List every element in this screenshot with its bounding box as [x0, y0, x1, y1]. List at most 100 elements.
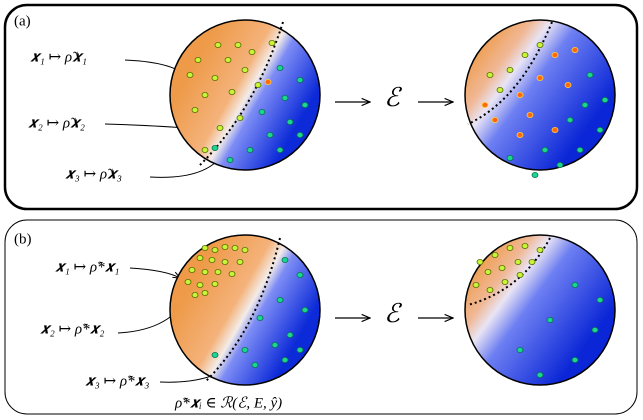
state-dot [202, 147, 208, 152]
state-dot [542, 147, 548, 152]
state-dot [302, 307, 308, 312]
state-dot [282, 357, 288, 362]
state-dot [487, 72, 493, 77]
state-dot [269, 40, 275, 45]
state-dot [515, 259, 521, 264]
state-dot [252, 362, 258, 367]
state-dot [277, 65, 283, 70]
state-dot [552, 127, 558, 132]
state-dot [209, 257, 215, 262]
state-dot [572, 47, 578, 52]
state-dot [507, 155, 513, 160]
state-dot [222, 259, 228, 264]
state-dot [189, 267, 195, 272]
state-dot [507, 67, 513, 72]
state-dot [497, 87, 503, 92]
state-dot [297, 347, 303, 352]
state-dot [602, 97, 608, 102]
state-dot [485, 269, 491, 274]
state-dot [242, 67, 248, 72]
state-dot [572, 357, 578, 362]
state-dot [507, 245, 513, 250]
state-dot [522, 243, 528, 248]
state-dot [567, 117, 573, 122]
state-dot [277, 297, 283, 302]
state-dot [277, 147, 283, 152]
state-dot [287, 119, 293, 124]
state-dot [492, 117, 498, 122]
state-dot [222, 244, 228, 249]
state-dot [517, 132, 523, 137]
state-dot [249, 49, 255, 54]
state-dot [212, 352, 218, 357]
state-dot [297, 272, 303, 277]
state-dot [577, 147, 583, 152]
state-dot [537, 42, 543, 47]
state-dot [242, 247, 248, 252]
state-dot [517, 92, 523, 97]
state-dot [529, 259, 535, 264]
state-dot [302, 102, 308, 107]
panel-label: (a) [14, 13, 31, 29]
state-dot [552, 52, 558, 57]
state-dot [487, 287, 493, 292]
state-dot [532, 172, 538, 177]
state-dot [473, 282, 479, 287]
state-dot [537, 75, 543, 80]
state-dot [565, 82, 571, 87]
mapping-label: 𝒙₂ ↦ ρ̃𝒙₂ [28, 115, 85, 131]
state-dot [225, 57, 231, 62]
state-dot [547, 317, 553, 322]
state-dot [597, 297, 603, 302]
panel-b: (b) 𝒙₁ ↦ ρ̃*𝒙₁ 𝒙₂ ↦ ρ̃*𝒙₂ 𝒙₃ ↦ ρ̃*𝒙₃ ρ̃*… [5, 220, 637, 414]
state-dot [257, 315, 263, 320]
state-dot [582, 102, 588, 107]
state-dot [192, 292, 198, 297]
state-dot [215, 269, 221, 274]
state-dot [265, 79, 271, 84]
state-dot [227, 157, 233, 162]
state-dot [477, 259, 483, 264]
mapping-label: 𝒙₁ ↦ ρ̃𝒙₁ [30, 49, 87, 65]
state-dot [282, 257, 288, 262]
state-dot [202, 290, 208, 295]
pointer [130, 268, 180, 278]
state-dot [587, 72, 593, 77]
state-dot [197, 282, 203, 287]
state-dot [192, 107, 198, 112]
state-dot [202, 245, 208, 250]
state-dot [557, 162, 563, 167]
state-dot [282, 95, 288, 100]
state-dot [272, 342, 278, 347]
state-dot [499, 265, 505, 270]
channel-label: ℰ [384, 299, 402, 328]
state-sphere [170, 20, 320, 170]
state-dot [267, 132, 273, 137]
state-dot [597, 127, 603, 132]
state-sphere [170, 235, 320, 385]
state-dot [237, 259, 243, 264]
state-dot [212, 75, 218, 80]
state-dot [517, 347, 523, 352]
state-dot [255, 82, 261, 87]
state-dot [537, 372, 543, 377]
state-dot [232, 245, 238, 250]
figure: (a) 𝒙₁ ↦ ρ̃𝒙₁ 𝒙₂ ↦ ρ̃𝒙₂ 𝒙₃ ↦ ρ̃𝒙₃ ℰ (b) … [0, 0, 643, 420]
state-dot [202, 269, 208, 274]
state-dot [195, 57, 201, 62]
mapping-label: 𝒙₃ ↦ ρ̃*𝒙₃ [85, 373, 150, 389]
state-dot [517, 272, 523, 277]
state-dot [217, 125, 223, 130]
state-dot [212, 247, 218, 252]
mapping-label: 𝒙₃ ↦ ρ̃𝒙₃ [65, 166, 122, 182]
state-dot [522, 52, 528, 57]
state-dot [527, 112, 533, 117]
state-sphere [465, 235, 615, 385]
state-dot [592, 327, 598, 332]
state-dot [212, 281, 218, 286]
panel-label: (b) [14, 231, 32, 247]
channel-label: ℰ [384, 83, 402, 112]
mapping-label: 𝒙₂ ↦ ρ̃*𝒙₂ [40, 321, 105, 337]
state-dot [259, 109, 265, 114]
state-dot [202, 92, 208, 97]
